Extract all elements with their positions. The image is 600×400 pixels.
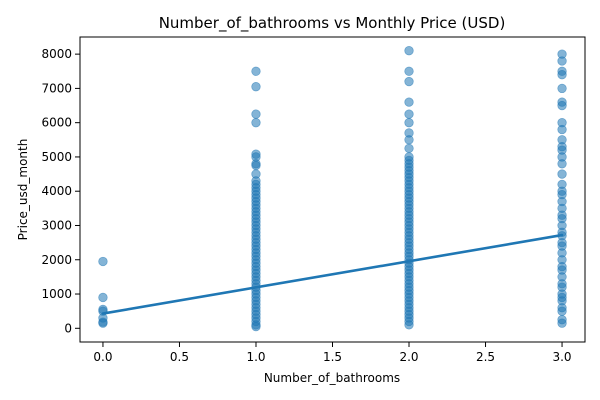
x-tick-label: 2.0 (399, 350, 418, 364)
data-point (98, 292, 108, 303)
regression-line (101, 233, 564, 315)
chart-title: Number_of_bathrooms vs Monthly Price (US… (159, 14, 506, 33)
x-tick-label: 2.5 (476, 350, 495, 364)
data-point (557, 56, 567, 66)
y-axis-label: Price_usd_month (16, 139, 30, 241)
data-point (98, 256, 108, 267)
y-tick-label: 3000 (41, 218, 72, 232)
y-tick-label: 4000 (41, 184, 72, 198)
y-tick-label: 5000 (41, 150, 72, 164)
x-axis-ticks: 0.0 0.5 1.0 1.5 2.0 2.5 3.0 (93, 342, 572, 364)
data-point (404, 66, 414, 76)
data-point (251, 82, 261, 92)
data-point (251, 321, 261, 332)
x-tick-label: 0.5 (170, 350, 189, 364)
x-axis-label: Number_of_bathrooms (264, 371, 400, 385)
data-point (251, 118, 261, 128)
data-point (404, 76, 414, 87)
x-tick-label: 1.0 (246, 350, 265, 364)
data-point (404, 118, 414, 128)
x-tick-label: 0.0 (93, 350, 112, 364)
data-point (557, 124, 567, 135)
y-tick-label: 6000 (41, 116, 72, 130)
regression-layer (101, 233, 564, 315)
data-point (557, 83, 567, 94)
data-point (251, 66, 261, 76)
y-tick-label: 8000 (41, 47, 72, 61)
data-point (404, 109, 414, 119)
data-point (251, 160, 261, 171)
data-point (251, 109, 261, 119)
data-point (557, 70, 567, 80)
y-axis-ticks: 0 1000 2000 3000 4000 5000 6000 7000 8000 (41, 47, 80, 335)
data-point (557, 306, 567, 316)
data-point (404, 143, 414, 154)
data-point (557, 159, 567, 169)
y-tick-label: 2000 (41, 253, 72, 267)
x-tick-label: 3.0 (552, 350, 571, 364)
y-tick-label: 7000 (41, 81, 72, 95)
y-tick-label: 1000 (41, 287, 72, 301)
data-point (557, 169, 567, 179)
data-point (557, 318, 567, 328)
data-point (404, 320, 414, 330)
data-point (98, 318, 108, 328)
data-point (404, 46, 414, 56)
data-point (404, 97, 414, 107)
x-tick-label: 1.5 (323, 350, 342, 364)
data-point (404, 135, 414, 145)
y-tick-label: 0 (64, 321, 72, 335)
points-layer (98, 46, 567, 332)
data-point (557, 100, 567, 111)
